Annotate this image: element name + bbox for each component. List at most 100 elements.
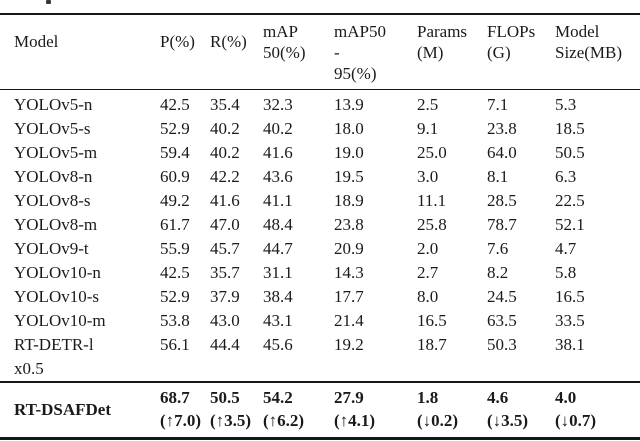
table-row: YOLOv10-n 42.5 35.7 31.1 14.3 2.7 8.2 5.8 [0,261,640,285]
highlight-row: RT-DSAFDet 68.7 (↑7.0) 50.5 (↑3.5) 54.2 (↑6.2)… [0,381,640,439]
value-line: 54.2 [263,388,293,407]
value-cell: 11.1 [417,191,447,210]
value-cell: 7.1 [487,95,509,114]
value-cell: 4.0 (↓0.7) [555,381,640,439]
value-cell: 20.9 [334,239,364,258]
value-cell: 8.2 [487,263,509,282]
value-line: 27.9 [334,388,364,407]
header-cell: Model Size(MB) [555,14,640,90]
value-cell: 60.9 [160,167,190,186]
value-cell: 52.9 [160,287,190,306]
model-name-line: x0.5 [14,359,44,378]
value-cell: 23.8 [334,215,364,234]
delta-line: (↑4.1) [334,411,376,430]
value-cell: 19.5 [334,167,364,186]
value-cell: 50.5 [555,143,585,162]
model-cell: YOLOv5-m [0,141,160,165]
value-cell: 38.4 [263,287,293,306]
model-cell: YOLOv5-s [0,117,160,141]
model-cell: YOLOv10-n [0,261,160,285]
value-cell: 25.0 [417,143,447,162]
value-cell: 19.0 [334,143,364,162]
model-cell: YOLOv8-s [0,189,160,213]
value-cell: 22.5 [555,191,585,210]
value-cell: 47.0 [210,215,240,234]
value-cell: 55.9 [160,239,190,258]
value-cell: 41.6 [263,143,293,162]
value-cell: 9.1 [417,119,439,138]
value-cell: 8.1 [487,167,509,186]
model-name-line: YOLOv10-s [14,287,99,306]
model-name-line: YOLOv10-m [14,311,106,330]
value-cell: 28.5 [487,191,517,210]
value-cell: 56.1 [160,335,190,354]
value-cell: 64.0 [487,143,517,162]
value-cell: 5.3 [555,95,577,114]
value-cell: 63.5 [487,311,517,330]
delta-line: (↑6.2) [263,411,305,430]
value-cell: 32.3 [263,95,293,114]
header-cell: mAP 50(%) [263,14,334,90]
value-cell: 13.9 [334,95,364,114]
table-row: YOLOv8-m 61.7 47.0 48.4 23.8 25.8 78.7 52.1 [0,213,640,237]
value-cell: 43.6 [263,167,293,186]
delta-line: (↑7.0) [160,411,202,430]
table-row: RT-DETR-l x0.5 56.1 44.4 45.6 19.2 18.7 50.3 38.… [0,333,640,382]
header-line: mAP50 [334,22,386,41]
value-cell: 27.9 (↑4.1) [334,381,417,439]
value-cell: 4.6 (↓3.5) [487,381,555,439]
model-name-line: YOLOv5-m [14,143,98,162]
value-cell: 23.8 [487,119,517,138]
value-cell: 43.1 [263,311,293,330]
header-line: Size(MB) [555,43,623,62]
value-cell: 37.9 [210,287,240,306]
value-cell: 40.2 [210,119,240,138]
header-cell: FLOPs (G) [487,14,555,90]
model-cell: RT-DSAFDet [0,381,160,439]
value-cell: 7.6 [487,239,509,258]
delta-line: (↑3.5) [210,411,252,430]
header-line: Model [14,32,59,51]
header-line: P(%) [160,32,195,51]
value-cell: 25.8 [417,215,447,234]
model-cell: YOLOv10-m [0,309,160,333]
header-line: (G) [487,43,511,62]
header-line: 95(%) [334,64,377,83]
header-line: 50(%) [263,43,306,62]
model-name-line: YOLOv8-n [14,167,93,186]
model-name-line: RT-DETR-l [14,335,94,354]
value-cell: 16.5 [417,311,447,330]
value-cell: 54.2 (↑6.2) [263,381,334,439]
value-cell: 78.7 [487,215,517,234]
value-cell: 2.0 [417,239,439,258]
value-cell: 18.7 [417,335,447,354]
value-cell: 52.9 [160,119,190,138]
model-name-line: YOLOv9-t [14,239,89,258]
model-cell: YOLOv9-t [0,237,160,261]
model-cell: YOLOv5-n [0,90,160,118]
header-cell: Params (M) [417,14,487,90]
value-cell: 18.9 [334,191,364,210]
value-cell: 49.2 [160,191,190,210]
value-cell: 45.6 [263,335,293,354]
header-line: FLOPs [487,22,536,41]
value-cell: 21.4 [334,311,364,330]
model-cell: YOLOv10-s [0,285,160,309]
value-cell: 14.3 [334,263,364,282]
value-cell: 40.2 [263,119,293,138]
value-cell: 44.4 [210,335,240,354]
value-cell: 50.5 (↑3.5) [210,381,263,439]
model-name-line: YOLOv8-m [14,215,98,234]
header-line: (M) [417,43,444,62]
header-cell: R(%) [210,14,263,90]
model-name-line: YOLOv5-s [14,119,91,138]
value-cell: 59.4 [160,143,190,162]
value-cell: 52.1 [555,215,585,234]
value-cell: 68.7 (↑7.0) [160,381,210,439]
value-line: 1.8 [417,388,439,407]
value-cell: 38.1 [555,335,585,354]
value-cell: 1.8 (↓0.2) [417,381,487,439]
model-name-line: YOLOv10-n [14,263,101,282]
table-row: YOLOv10-m 53.8 43.0 43.1 21.4 16.5 63.5 33.5 [0,309,640,333]
